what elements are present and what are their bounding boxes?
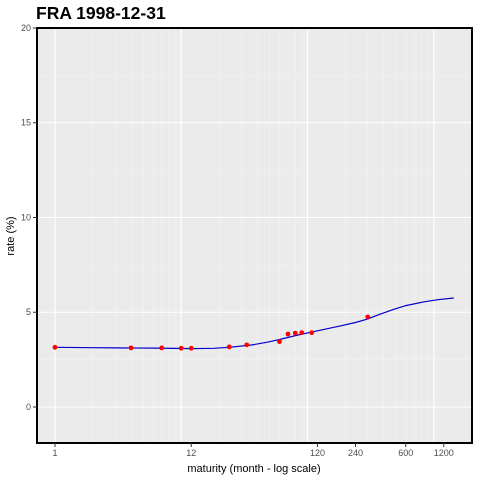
- observed-point: [226, 344, 232, 350]
- x-tick-label: 1: [52, 448, 57, 458]
- y-axis-label: rate (%): [5, 216, 17, 255]
- major-gridlines: [37, 27, 472, 443]
- minor-gridlines: [37, 28, 472, 443]
- series-layer: [52, 297, 454, 351]
- y-tick-label: 5: [26, 307, 31, 317]
- observed-point: [285, 331, 291, 337]
- observed-point: [292, 330, 298, 336]
- x-tick-label: 240: [348, 448, 363, 458]
- observed-point: [299, 330, 305, 336]
- observed-point: [188, 345, 194, 351]
- y-tick-label: 0: [26, 402, 31, 412]
- x-tick-label: 12: [186, 448, 196, 458]
- y-tick-label: 15: [21, 118, 31, 128]
- observed-point: [52, 344, 58, 350]
- observed-point: [128, 345, 134, 351]
- observed-point: [309, 330, 315, 336]
- y-tick-label: 20: [21, 23, 31, 33]
- x-tick-label: 1200: [434, 448, 454, 458]
- chart-title: FRA 1998-12-31: [36, 3, 166, 23]
- observed-point: [277, 339, 282, 345]
- observed-point: [365, 314, 371, 320]
- x-axis-label: maturity (month - log scale): [187, 463, 320, 475]
- x-tick-label: 120: [310, 448, 325, 458]
- plot-background: [37, 28, 472, 443]
- x-tick-label: 600: [398, 448, 413, 458]
- y-tick-label: 10: [21, 212, 31, 222]
- plot-border: [36, 27, 473, 444]
- observed-point: [178, 345, 184, 351]
- observed-point: [244, 342, 250, 348]
- observed-point: [159, 345, 165, 351]
- tick-layer: 0 5 10 15 20 1 12 120 240 600 1200: [21, 23, 454, 458]
- fitted-curve-line: [54, 297, 454, 350]
